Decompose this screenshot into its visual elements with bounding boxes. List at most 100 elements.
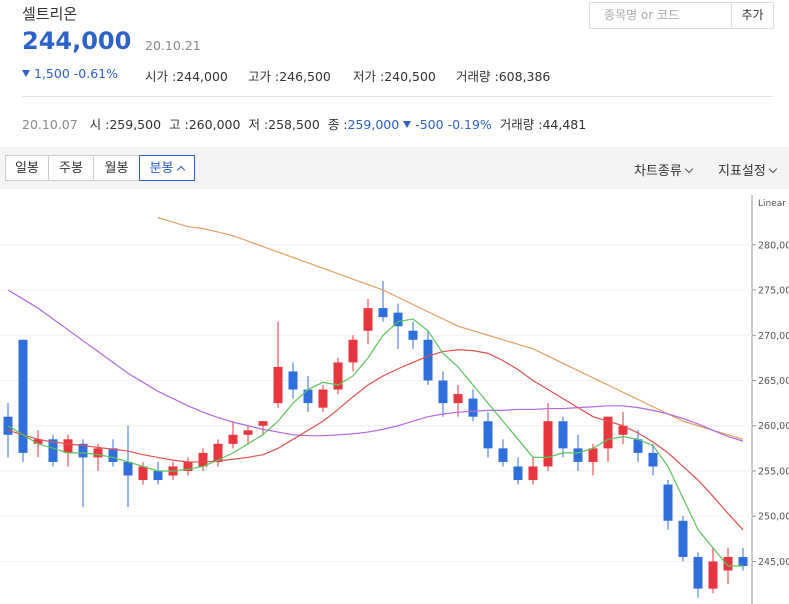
chart: Linear 245,000 250,000 255,000 260,000 265,00… <box>0 195 789 604</box>
y-tick-label: 245,000 <box>758 557 789 568</box>
indicator-menu[interactable]: 지표설정 <box>718 160 778 179</box>
down-icon <box>22 70 30 77</box>
tab[interactable]: 주봉 <box>48 155 94 181</box>
candle-body <box>138 466 148 481</box>
candle-body <box>273 366 283 404</box>
candle-body <box>378 308 388 318</box>
tab-label: 일봉 <box>15 161 39 176</box>
candle-body <box>123 461 133 476</box>
candle-body <box>693 556 703 589</box>
moving-average <box>157 217 744 440</box>
candle-body <box>93 448 103 458</box>
tab-label: 주봉 <box>59 161 83 176</box>
y-tick-label: 260,000 <box>758 421 789 432</box>
moving-average <box>7 349 744 531</box>
chart-type-menu[interactable]: 차트종류 <box>634 160 694 179</box>
candle-body <box>213 443 223 462</box>
menu-label: 차트종류 <box>634 164 682 179</box>
candle-body <box>153 470 163 481</box>
chevron-up <box>177 165 186 175</box>
y-tick-label: 250,000 <box>758 512 789 523</box>
candle-body <box>528 466 538 481</box>
candle-body <box>48 439 58 462</box>
down-icon <box>403 121 412 128</box>
candle-body <box>198 452 208 467</box>
candle-body <box>648 452 658 467</box>
candle-body <box>588 448 598 462</box>
candle-body <box>558 421 568 449</box>
add-button[interactable]: 추가 <box>732 2 774 29</box>
menu-label: 지표설정 <box>718 164 766 179</box>
candle-body <box>603 416 613 449</box>
stat-label: 고가 : <box>248 69 280 84</box>
candle-body <box>318 389 328 408</box>
candle-body <box>438 380 448 404</box>
candle-body <box>228 434 238 444</box>
candle-body <box>513 466 523 481</box>
candle-body <box>453 394 463 404</box>
candle-body <box>708 561 718 589</box>
history-label: 종 : <box>327 117 348 132</box>
candle-body <box>618 425 628 435</box>
volume-label: 거래량 : <box>499 117 543 132</box>
change: 1,500 <box>34 66 70 81</box>
candle-body <box>663 484 673 521</box>
y-tick-label: 265,000 <box>758 376 789 387</box>
candle-body <box>258 421 268 426</box>
change: -500 <box>415 117 444 132</box>
search-input[interactable]: 종목명 or 코드 <box>589 2 732 29</box>
candle-body <box>678 520 688 557</box>
candle-body <box>303 389 313 404</box>
candle-body <box>243 430 253 435</box>
candle-body <box>288 371 298 390</box>
y-tick-label: 280,000 <box>758 240 789 251</box>
price-date: 20.10.21 <box>145 38 201 53</box>
candle-body <box>543 421 553 467</box>
y-tick-label: 275,000 <box>758 286 789 297</box>
candle-body <box>498 448 508 462</box>
moving-average <box>7 289 744 442</box>
tab-label: 분봉 <box>149 161 174 176</box>
candle-body <box>108 448 118 462</box>
change-pct: -0.61% <box>73 66 119 81</box>
stat-label: 거래량 : <box>456 69 499 84</box>
candle-body <box>18 339 28 453</box>
current-price: 244,000 <box>22 27 132 55</box>
candle-body <box>333 362 343 390</box>
stat: 거래량 :608,386 <box>456 66 550 85</box>
stat: 시가 :244,000 <box>145 66 228 85</box>
tab[interactable]: 일봉 <box>5 155 49 181</box>
chevron <box>768 164 778 174</box>
y-tick-label: 270,000 <box>758 331 789 342</box>
history-value: 258,500 <box>268 117 320 132</box>
tab-label: 월봉 <box>104 161 129 176</box>
history-value: 259,000 <box>347 117 400 132</box>
candle-body <box>363 308 373 331</box>
history-date: 20.10.07 <box>22 117 78 132</box>
candle-body <box>393 312 403 327</box>
candle-body <box>738 556 748 566</box>
scale-label: Linear <box>758 199 786 209</box>
divider <box>22 96 773 97</box>
candle-body <box>423 339 433 381</box>
candle-body <box>348 339 358 363</box>
tab[interactable]: 월봉 <box>93 155 140 181</box>
history-change: -500 -0.19% <box>403 117 492 132</box>
history-value: 260,000 <box>188 117 241 132</box>
candle-body <box>723 556 733 571</box>
stat-value: 240,500 <box>384 69 436 84</box>
candle-body <box>408 330 418 340</box>
stat-label: 시가 : <box>145 69 177 84</box>
history-label: 저 : <box>248 117 269 132</box>
candle-body <box>633 439 643 453</box>
moving-average <box>7 318 743 567</box>
stat: 고가 :246,500 <box>248 66 331 85</box>
tab[interactable]: 분봉 <box>139 155 195 181</box>
stock-name: 셀트리온 <box>22 5 78 23</box>
history-value: 259,500 <box>109 117 162 132</box>
stat-value: 246,500 <box>279 69 331 84</box>
candle-body <box>63 439 73 453</box>
history-label: 고 : <box>169 117 189 132</box>
